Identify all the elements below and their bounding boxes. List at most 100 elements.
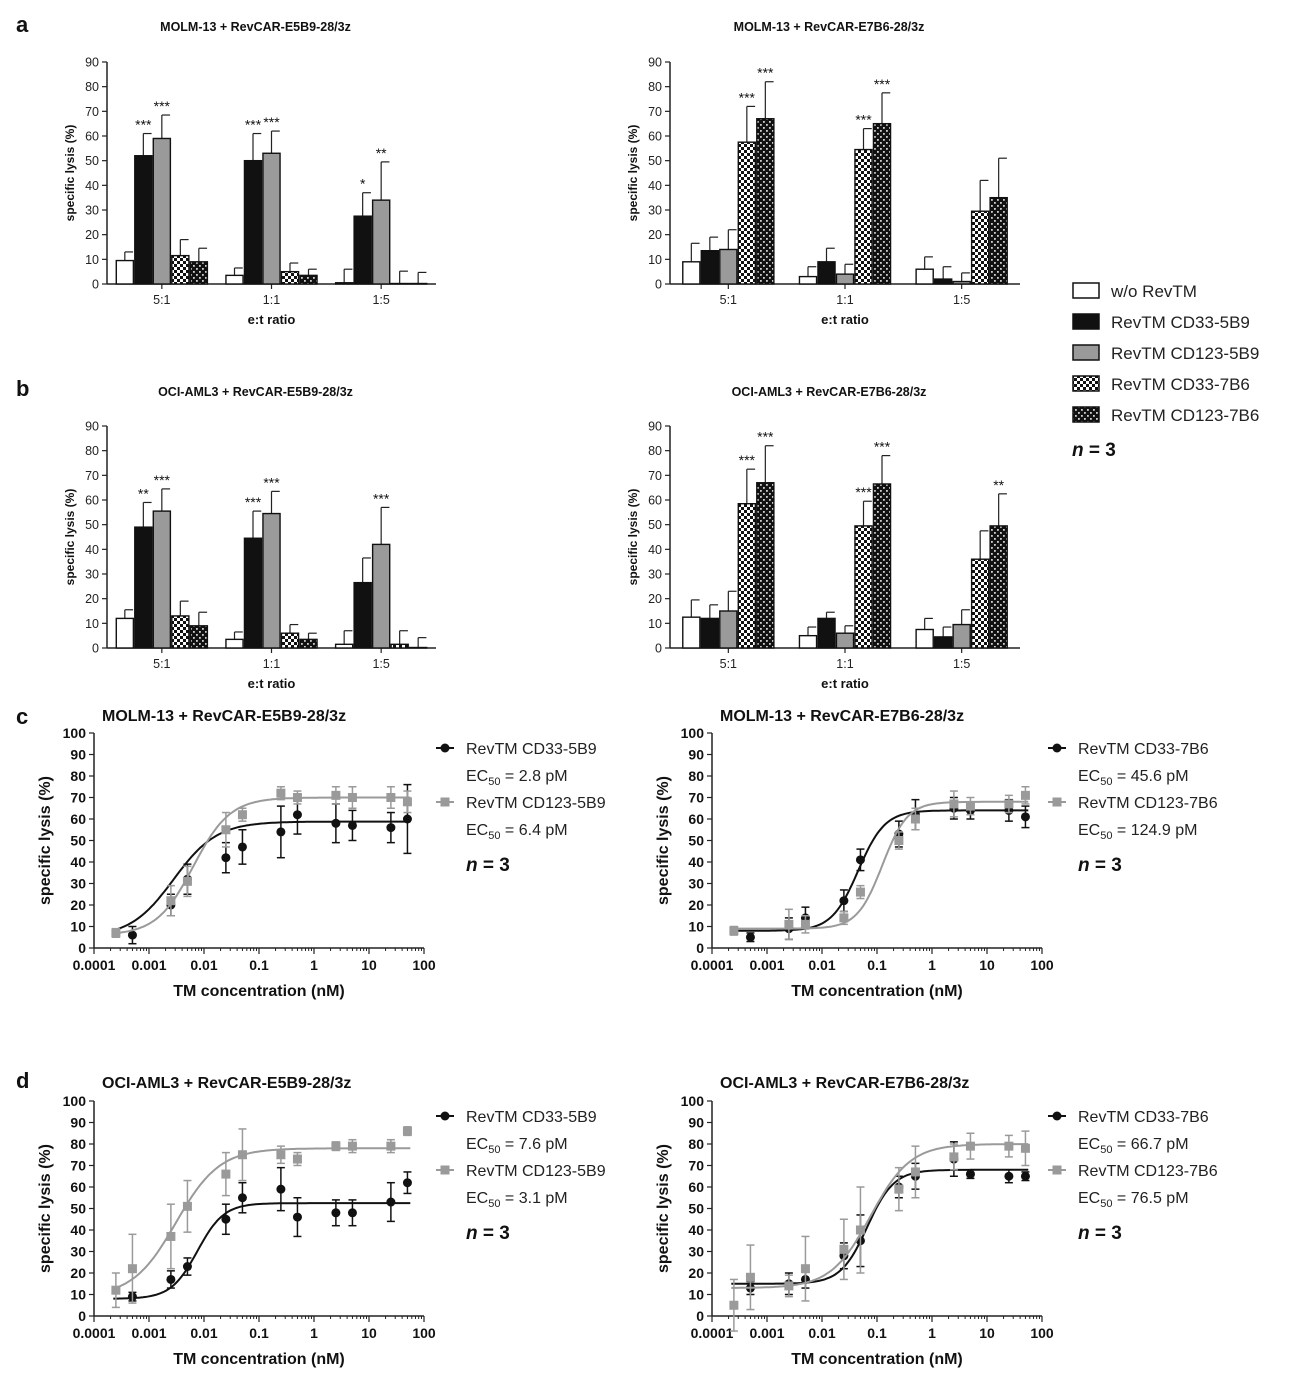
ec50-label: EC50 = 3.1 pM [466, 1190, 568, 1210]
n-label: n = 3 [466, 855, 510, 876]
data-point [855, 855, 865, 865]
bar [737, 141, 757, 285]
data-point [386, 793, 396, 802]
data-point [1004, 799, 1014, 809]
data-point [166, 1231, 176, 1241]
ec50-subscript: 50 [1100, 1144, 1112, 1156]
bar [719, 248, 738, 285]
data-point [1020, 812, 1030, 822]
data-point [182, 1201, 192, 1211]
x-tick-label: 0.0001 [691, 1325, 734, 1341]
x-tick-label: 1 [928, 1325, 936, 1341]
y-axis-label: specific lysis (%) [626, 125, 640, 222]
dose-response-molm13-e5b9: MOLM-13 + RevCAR-E5B9-28/3z 0 10 20 30 40 50 60… [37, 708, 606, 1000]
bar [682, 616, 701, 649]
y-tick-label: 10 [688, 1287, 704, 1303]
data-point [276, 827, 286, 837]
x-axis-label: e:t ratio [821, 676, 869, 691]
y-axis-label: specific lysis (%) [655, 776, 672, 905]
bar [817, 261, 836, 285]
ec50-subscript: 50 [1100, 776, 1112, 788]
data-point [386, 823, 396, 833]
fit-curve [112, 1147, 411, 1290]
legend-label: RevTM CD123-5B9 [466, 795, 606, 812]
legend-label: RevTM CD33-7B6 [1111, 375, 1250, 394]
legend-marker [440, 1165, 450, 1175]
ec50-prefix: EC [1078, 822, 1100, 839]
ec50-label: EC50 = 2.8 pM [466, 768, 568, 788]
legend-marker [440, 797, 450, 807]
bar [933, 278, 953, 285]
bar [952, 280, 971, 285]
ec50-value: = 2.8 pM [500, 768, 567, 785]
x-tick-label: 10 [361, 957, 377, 973]
n-label-prefix: n [1078, 1223, 1090, 1244]
legend-marker [440, 743, 450, 753]
y-tick-label: 70 [688, 790, 704, 806]
data-point [949, 1152, 959, 1162]
significance-label: *** [757, 65, 774, 81]
panel-letter-b: b [16, 376, 29, 401]
dose-response-ociaml3-e5b9: OCI-AML3 + RevCAR-E5B9-28/3z 0 10 20 30 40 50 6… [37, 1075, 606, 1368]
bar [171, 254, 190, 285]
chart-title: MOLM-13 + RevCAR-E5B9-28/3z [160, 20, 351, 34]
bar [371, 199, 391, 285]
significance-label: ** [993, 477, 1004, 493]
data-point [402, 1178, 412, 1188]
bar [719, 610, 738, 649]
fit-curve [731, 1143, 1029, 1289]
data-point [800, 919, 810, 929]
y-tick-label: 0 [78, 1308, 86, 1324]
n-label: n = 3 [1078, 1223, 1122, 1244]
bar [371, 543, 391, 649]
chart-title: MOLM-13 + RevCAR-E7B6-28/3z [734, 20, 925, 34]
x-tick-label: 0.0001 [691, 957, 734, 973]
ec50-subscript: 50 [1100, 1198, 1112, 1210]
data-point [276, 1184, 286, 1194]
y-tick-label: 90 [85, 420, 99, 434]
y-axis-label: specific lysis (%) [63, 125, 77, 222]
bar [189, 625, 209, 649]
fit-curve [113, 1202, 411, 1300]
bar-chart-molm13-e7b6: MOLM-13 + RevCAR-E7B6-28/3z 0 10 20 30 40 50 60… [626, 20, 1020, 327]
bar [798, 275, 818, 285]
significance-label: *** [855, 112, 872, 128]
x-tick-label: 1 [310, 1325, 318, 1341]
y-tick-label: 60 [85, 130, 99, 144]
bar [989, 525, 1008, 649]
ec50-value: = 3.1 pM [500, 1190, 567, 1207]
bar [134, 526, 153, 649]
n-label-suffix: = 3 [1090, 1223, 1122, 1244]
data-point [237, 842, 247, 852]
bar [872, 122, 892, 285]
y-tick-label: 80 [688, 1136, 704, 1152]
x-tick-label: 0.01 [190, 1325, 217, 1341]
x-axis-label: TM concentration (nM) [791, 983, 963, 1000]
bar [299, 274, 318, 285]
x-tick-label: 0.1 [867, 957, 887, 973]
ec50-value: = 66.7 pM [1112, 1136, 1188, 1153]
data-point [784, 919, 794, 929]
y-tick-label: 20 [648, 228, 662, 242]
legend-marker [1052, 1165, 1062, 1175]
y-tick-label: 80 [648, 444, 662, 458]
data-point [347, 1208, 357, 1218]
data-point [839, 913, 849, 923]
bar-chart-molm13-e5b9: MOLM-13 + RevCAR-E5B9-28/3z 0 10 20 30 40 50 60… [63, 20, 436, 327]
y-tick-label: 100 [681, 725, 705, 741]
legend-label: RevTM CD33-5B9 [1111, 313, 1250, 332]
significance-label: *** [757, 429, 774, 445]
legend-swatch-gray [1072, 344, 1100, 361]
y-tick-label: 90 [688, 1115, 704, 1131]
y-tick-label: 30 [70, 876, 86, 892]
significance-label: *** [855, 484, 872, 500]
data-point [1020, 1171, 1030, 1181]
data-point [331, 1141, 341, 1151]
x-tick-label: 1:1 [836, 293, 853, 307]
x-tick-label: 0.01 [808, 957, 835, 973]
bar [854, 525, 873, 649]
panel-letter-c: c [16, 704, 28, 729]
y-tick-label: 40 [688, 1222, 704, 1238]
legend-label: RevTM CD33-7B6 [1078, 741, 1209, 758]
y-tick-label: 60 [648, 494, 662, 508]
